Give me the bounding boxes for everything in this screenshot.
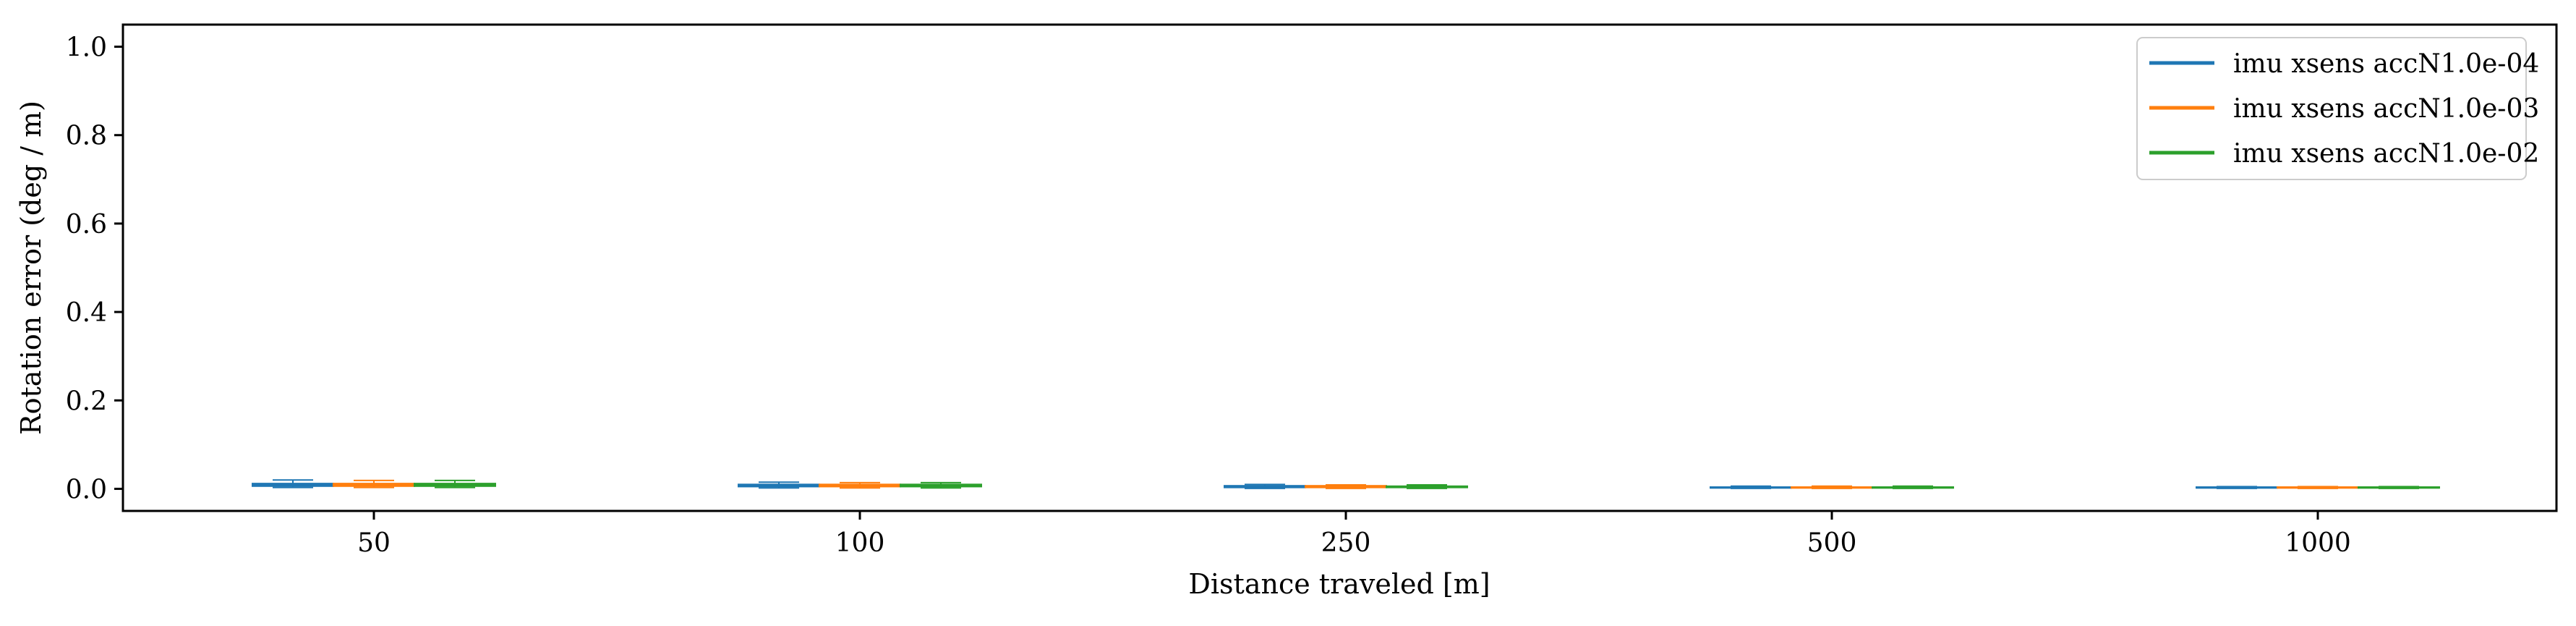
y-axis: 0.0 0.2 0.4 0.6 0.8 1.0 xyxy=(66,33,123,504)
box-2-3 xyxy=(1872,485,1954,489)
plot-frame xyxy=(121,23,2558,512)
box-0-4 xyxy=(2196,486,2278,489)
y-tick-label: 0.0 xyxy=(66,475,107,504)
y-tick-label: 1.0 xyxy=(66,33,107,63)
x-axis: 50 100 250 500 1000 xyxy=(357,511,2351,558)
box-0-2 xyxy=(1224,483,1306,489)
x-tick-label: 100 xyxy=(835,528,885,558)
box-2-4 xyxy=(2358,486,2440,489)
legend-label: imu xsens accN1.0e-04 xyxy=(2233,49,2539,79)
box-1-2 xyxy=(1305,483,1387,489)
box-0-0 xyxy=(252,479,334,488)
legend-frame xyxy=(2136,37,2527,180)
box-1-0 xyxy=(333,479,415,488)
plot-area xyxy=(252,479,2440,489)
box-1-4 xyxy=(2277,486,2359,489)
box-2-0 xyxy=(414,479,496,488)
legend-label: imu xsens accN1.0e-03 xyxy=(2233,94,2539,124)
box-2-2 xyxy=(1386,483,1468,489)
box-0-1 xyxy=(738,481,820,489)
x-tick-label: 250 xyxy=(1321,528,1371,558)
x-axis-label: Distance traveled [m] xyxy=(1188,568,1490,600)
box-1-3 xyxy=(1791,485,1873,489)
y-tick-label: 0.6 xyxy=(66,210,107,240)
box-1-1 xyxy=(819,481,901,489)
legend-label: imu xsens accN1.0e-02 xyxy=(2233,139,2539,169)
y-tick-label: 0.2 xyxy=(66,386,107,416)
x-tick-label: 1000 xyxy=(2285,528,2351,558)
y-tick-label: 0.4 xyxy=(66,298,107,328)
y-axis-label: Rotation error (deg / m) xyxy=(15,101,47,435)
y-tick-label: 0.8 xyxy=(66,122,107,151)
x-tick-label: 500 xyxy=(1807,528,1857,558)
box-0-3 xyxy=(1710,485,1792,489)
x-tick-label: 50 xyxy=(357,528,391,558)
legend: imu xsens accN1.0e-04 imu xsens accN1.0e-… xyxy=(2136,37,2539,180)
box-2-1 xyxy=(900,481,982,489)
